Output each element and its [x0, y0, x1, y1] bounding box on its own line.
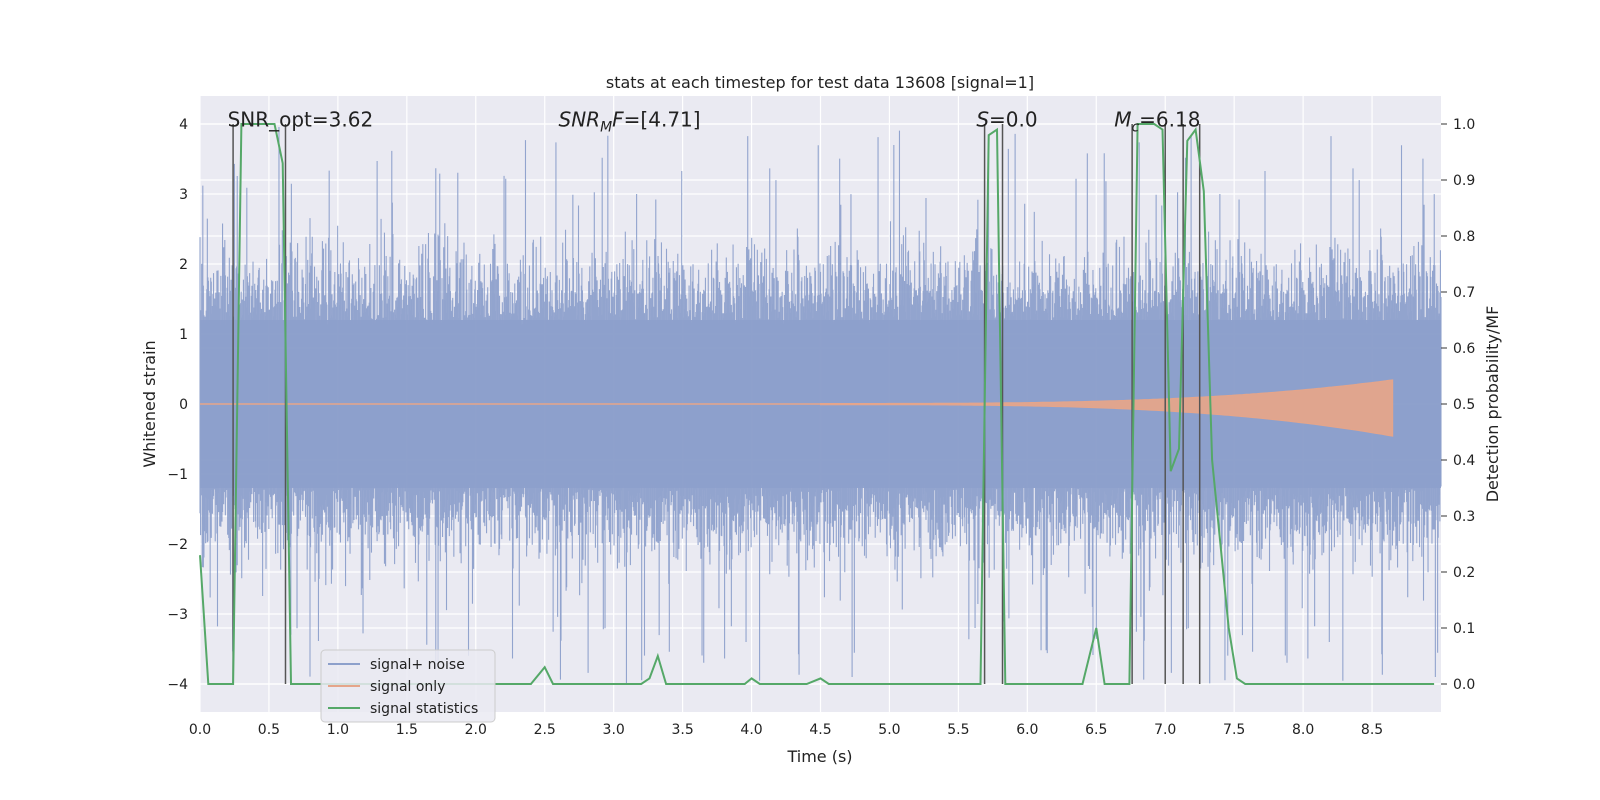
x-tick-label-9: 4.5 [809, 722, 831, 738]
y-right-tick-label-0: 0.0 [1453, 677, 1475, 693]
y-right-tick-label-1: 0.1 [1453, 621, 1475, 637]
y-right-tick-label-2: 0.2 [1453, 565, 1475, 581]
y-left-tick-label-1: −3 [167, 607, 188, 623]
x-tick-label-10: 5.0 [878, 722, 900, 738]
legend: signal+ noise signal only signal statist… [320, 649, 496, 723]
right-y-axis-label: Detection probability/MF [1483, 306, 1502, 503]
y-left-tick-label-7: 3 [179, 187, 188, 203]
legend-box [320, 649, 496, 723]
y-right-tick-label-8: 0.8 [1453, 229, 1475, 245]
y-left-tick-label-0: −4 [167, 677, 188, 693]
x-tick-label-13: 6.5 [1085, 722, 1107, 738]
x-tick-label-17: 8.5 [1361, 722, 1383, 738]
x-tick-label-4: 2.0 [465, 722, 487, 738]
x-tick-label-7: 3.5 [671, 722, 693, 738]
y-left-tick-label-3: −1 [167, 467, 188, 483]
chart-title: stats at each timestep for test data 136… [606, 73, 1034, 92]
x-tick-label-8: 4.0 [740, 722, 762, 738]
y-right-tick-label-7: 0.7 [1453, 285, 1475, 301]
x-tick-label-14: 7.0 [1154, 722, 1176, 738]
annotation-s-stat: S=0.0 [976, 108, 1037, 132]
signal-statistics-line [199, 123, 1435, 685]
signal-statistics-series [199, 123, 1435, 685]
y-left-tick-label-5: 1 [179, 327, 188, 343]
right-y-axis-ticks: 0.0 0.1 0.2 0.3 0.4 0.5 0.6 0.7 0.8 0.9 1.0 [1441, 117, 1475, 693]
x-axis-label: Time (s) [786, 747, 852, 766]
x-tick-label-12: 6.0 [1016, 722, 1038, 738]
x-tick-label-16: 8.0 [1292, 722, 1314, 738]
x-tick-label-15: 7.5 [1223, 722, 1245, 738]
vertical-marker-lines [232, 124, 1201, 684]
x-tick-label-0: 0.0 [189, 722, 211, 738]
y-left-tick-label-6: 2 [179, 257, 188, 273]
x-axis-ticks: 0.0 0.5 1.0 1.5 2.0 2.5 3.0 3.5 4.0 4.5 5.0 5.5 6.0 6… [189, 722, 1383, 738]
y-left-tick-label-8: 4 [179, 117, 188, 133]
x-tick-label-5: 2.5 [534, 722, 556, 738]
y-left-tick-label-4: 0 [179, 397, 188, 413]
legend-label-signal-statistics: signal statistics [370, 701, 478, 717]
x-tick-label-1: 0.5 [258, 722, 280, 738]
x-tick-label-2: 1.0 [327, 722, 349, 738]
y-right-tick-label-10: 1.0 [1453, 117, 1475, 133]
y-right-tick-label-9: 0.9 [1453, 173, 1475, 189]
signal-only-series [200, 379, 1394, 437]
x-tick-label-3: 1.5 [396, 722, 418, 738]
left-y-axis-label: Whitened strain [140, 340, 159, 467]
y-right-tick-label-5: 0.5 [1453, 397, 1475, 413]
legend-label-signal-only: signal only [370, 679, 445, 695]
annotation-chirp-mass: Mc=6.18 [1114, 108, 1200, 136]
y-left-tick-label-2: −2 [167, 537, 188, 553]
x-tick-label-11: 5.5 [947, 722, 969, 738]
annotations: SNR_opt=3.62 SNRMF=[4.71] S=0.0 Mc=6.18 [228, 108, 1201, 136]
annotation-snr-opt: SNR_opt=3.62 [228, 108, 374, 132]
legend-label-signal-noise: signal+ noise [370, 657, 465, 673]
y-right-tick-label-4: 0.4 [1453, 453, 1475, 469]
x-tick-label-6: 3.0 [603, 722, 625, 738]
left-y-axis-ticks: −4 −3 −2 −1 0 1 2 3 4 [167, 117, 188, 693]
y-right-tick-label-6: 0.6 [1453, 341, 1475, 357]
y-right-tick-label-3: 0.3 [1453, 509, 1475, 525]
annotation-snr-mf: SNRMF=[4.71] [559, 108, 701, 136]
signal-only-chirp [820, 379, 1394, 437]
